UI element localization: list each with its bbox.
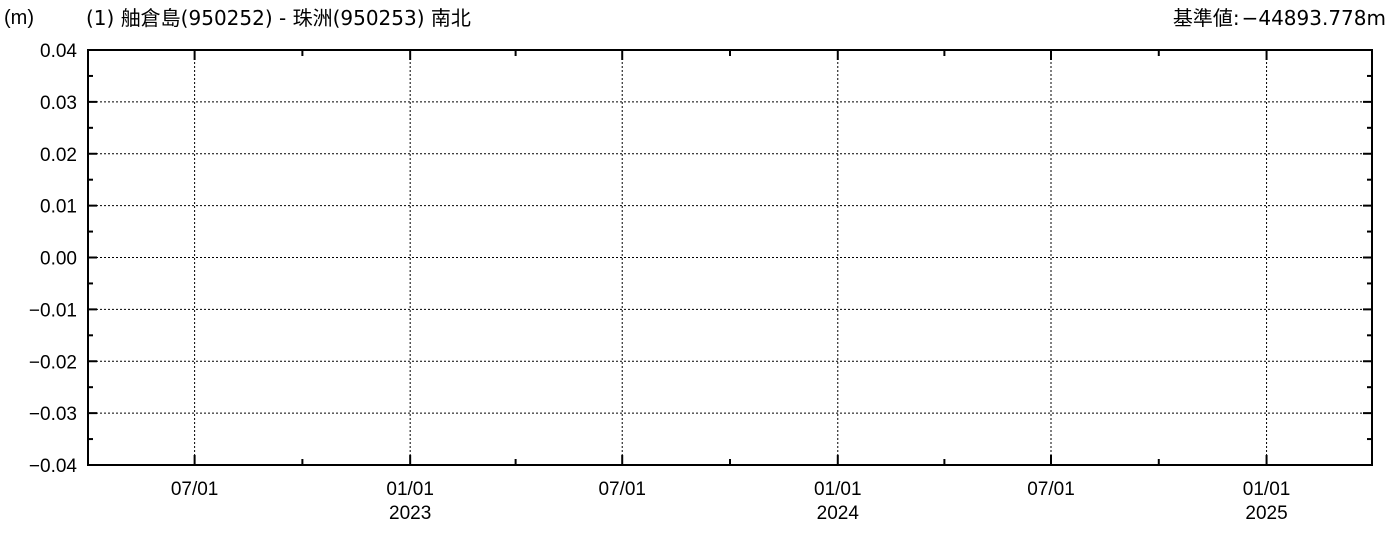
reference-value: 基準値: −44893.778m <box>1171 1 1386 35</box>
x-tick-label: 07/01 <box>171 479 219 500</box>
x-tick-label: 01/01 <box>386 479 434 500</box>
y-tick-label: −0.02 <box>29 352 77 373</box>
x-year-label: 2025 <box>1245 503 1287 524</box>
y-axis-unit: (m) <box>4 7 34 29</box>
chart-title: (1) 舳倉島(950252) - 珠洲(950253) 南北 <box>86 6 471 30</box>
y-tick-label: 0.04 <box>40 41 77 62</box>
x-tick-label: 07/01 <box>1027 479 1075 500</box>
y-tick-label: 0.02 <box>40 145 77 166</box>
y-tick-label: −0.04 <box>29 456 78 477</box>
x-tick-label: 01/01 <box>814 479 862 500</box>
x-year-label: 2023 <box>389 503 431 524</box>
y-tick-label: 0.01 <box>40 197 77 218</box>
y-tick-labels: 0.04 0.03 0.02 0.01 0.00 −0.01 −0.02 −0.03 −0.04 <box>29 41 78 477</box>
y-tick-label: 0.03 <box>40 93 77 114</box>
x-tick-label: 07/01 <box>598 479 646 500</box>
y-tick-label: 0.00 <box>40 249 77 270</box>
reference-label: 基準値: <box>1172 6 1240 30</box>
x-tick-labels: 07/01 01/01 2023 07/01 01/01 2024 07/01 01/01 20… <box>171 479 1290 524</box>
y-tick-label: −0.01 <box>29 300 77 321</box>
y-tick-label: −0.03 <box>29 404 77 425</box>
x-tick-label: 01/01 <box>1243 479 1291 500</box>
grid <box>88 50 1372 465</box>
reference-number: −44893.778m <box>1241 6 1386 30</box>
x-year-label: 2024 <box>817 503 860 524</box>
plot-frame <box>87 49 1373 466</box>
